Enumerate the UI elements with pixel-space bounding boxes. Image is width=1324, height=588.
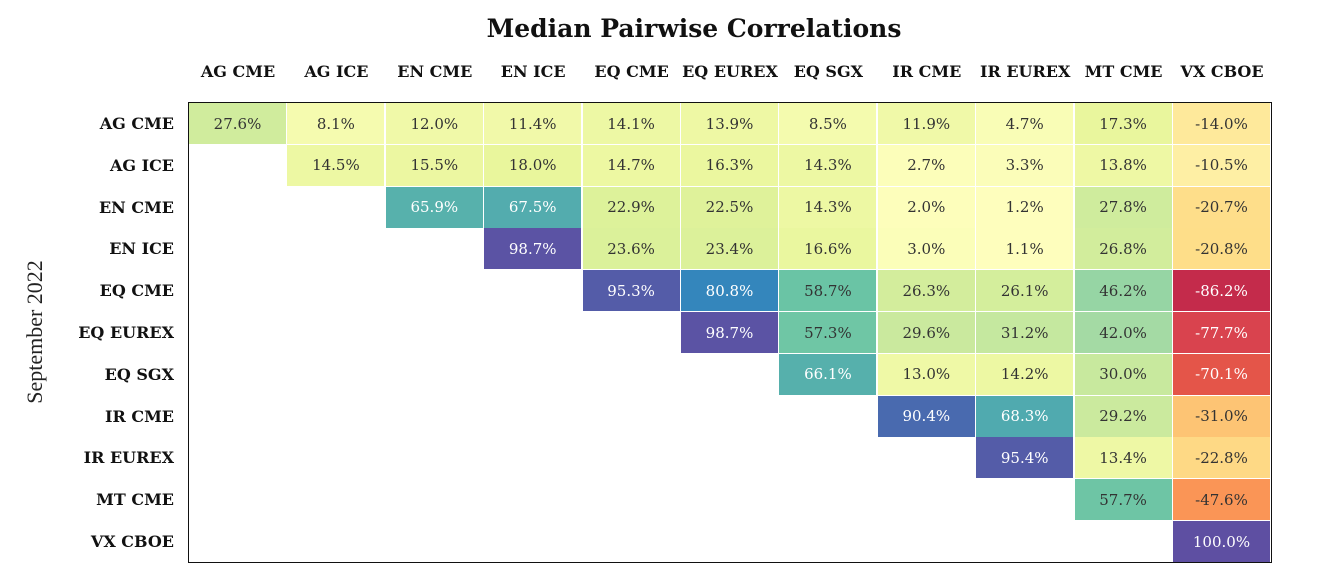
heatmap-cell-en-ice-en-ice: 98.7% bbox=[484, 228, 582, 270]
col-label-eq-eurex: EQ EUREX bbox=[682, 62, 778, 81]
heatmap-cell-eq-cme-eq-cme: 95.3% bbox=[582, 270, 680, 312]
row-label-ag-cme: AG CME bbox=[99, 114, 174, 133]
col-label-eq-sgx: EQ SGX bbox=[793, 62, 864, 81]
col-label-eq-cme: EQ CME bbox=[594, 62, 669, 81]
heatmap-cell-en-cme-en-ice: 67.5% bbox=[484, 186, 582, 228]
heatmap-cell-eq-eurex-ir-cme: 29.6% bbox=[877, 312, 975, 353]
heatmap-cell-ir-cme-ir-cme: 90.4% bbox=[877, 395, 975, 437]
heatmap-cell-en-ice-eq-sgx: 16.6% bbox=[779, 228, 877, 270]
row-label-eq-eurex: EQ EUREX bbox=[78, 323, 174, 342]
heatmap-cell-ir-cme-ir-eurex: 68.3% bbox=[976, 395, 1074, 437]
heatmap-cell-ag-ice-eq-cme: 14.7% bbox=[582, 144, 680, 186]
row-label-en-cme: EN CME bbox=[98, 197, 174, 217]
row-label-ir-eurex: IR EUREX bbox=[83, 448, 174, 468]
heatmap-cell-eq-sgx-ir-eurex: 14.2% bbox=[976, 353, 1074, 395]
heatmap-cell-en-cme-eq-cme: 22.9% bbox=[582, 186, 680, 228]
heatmap-cell-eq-cme-eq-sgx: 58.7% bbox=[779, 270, 877, 312]
heatmap-cell-ir-cme-mt-cme: 29.2% bbox=[1074, 395, 1172, 437]
heatmap-cell-eq-sgx-ir-cme: 13.0% bbox=[877, 353, 975, 395]
row-label-eq-cme: EQ CME bbox=[99, 281, 174, 301]
heatmap-cell-en-cme-vx-cboe: -20.7% bbox=[1173, 186, 1270, 228]
col-label-ir-eurex: IR EUREX bbox=[979, 62, 1071, 81]
heatmap-cell-en-ice-eq-cme: 23.6% bbox=[582, 228, 680, 270]
heatmap-cell-ag-cme-ir-cme: 11.9% bbox=[877, 103, 975, 144]
heatmap-cell-ag-ice-eq-eurex: 16.3% bbox=[681, 144, 778, 186]
heatmap-cell-ag-ice-en-cme: 15.5% bbox=[385, 144, 483, 186]
heatmap-cell-en-ice-mt-cme: 26.8% bbox=[1074, 228, 1172, 270]
heatmap-cell-ag-cme-eq-cme: 14.1% bbox=[582, 103, 680, 144]
heatmap-cell-mt-cme-mt-cme: 57.7% bbox=[1074, 479, 1172, 521]
heatmap-cell-eq-eurex-eq-eurex: 98.7% bbox=[681, 312, 778, 353]
col-label-en-ice: EN ICE bbox=[500, 62, 566, 81]
heatmap-cell-ag-ice-eq-sgx: 14.3% bbox=[779, 144, 877, 186]
heatmap-cell-ag-cme-vx-cboe: -14.0% bbox=[1173, 103, 1270, 144]
col-label-en-cme: EN CME bbox=[397, 62, 473, 81]
row-label-ag-ice: AG ICE bbox=[109, 155, 174, 175]
chart-title: Median Pairwise Correlations bbox=[486, 14, 902, 43]
heatmap-cell-en-cme-ir-eurex: 1.2% bbox=[976, 186, 1074, 228]
row-label-eq-sgx: EQ SGX bbox=[104, 364, 174, 384]
heatmap-cell-ir-eurex-vx-cboe: -22.8% bbox=[1173, 437, 1270, 479]
heatmap-cell-ag-ice-ir-eurex: 3.3% bbox=[976, 144, 1074, 186]
heatmap-cell-eq-cme-vx-cboe: -86.2% bbox=[1173, 270, 1270, 312]
heatmap-cell-eq-cme-mt-cme: 46.2% bbox=[1074, 270, 1172, 312]
heatmap-cell-ag-ice-en-ice: 18.0% bbox=[484, 144, 582, 186]
row-label-en-ice: EN ICE bbox=[109, 239, 174, 259]
heatmap-cell-eq-eurex-ir-eurex: 31.2% bbox=[976, 312, 1074, 353]
col-label-ir-cme: IR CME bbox=[892, 62, 962, 81]
col-label-ag-ice: AG ICE bbox=[304, 62, 369, 81]
heatmap-cell-ir-eurex-mt-cme: 13.4% bbox=[1074, 437, 1172, 479]
heatmap-cell-en-ice-ir-eurex: 1.1% bbox=[976, 228, 1074, 270]
heatmap-cell-en-cme-eq-eurex: 22.5% bbox=[681, 186, 778, 228]
heatmap-cell-eq-cme-eq-eurex: 80.8% bbox=[681, 270, 778, 312]
heatmap-cell-ag-cme-ag-ice: 8.1% bbox=[287, 103, 385, 144]
heatmap-cell-ag-cme-ir-eurex: 4.7% bbox=[976, 103, 1074, 144]
col-label-mt-cme: MT CME bbox=[1084, 62, 1163, 81]
heatmap-cell-ag-ice-ir-cme: 2.7% bbox=[877, 144, 975, 186]
col-label-vx-cboe: VX CBOE bbox=[1180, 62, 1264, 81]
heatmap-cell-ag-ice-ag-ice: 14.5% bbox=[287, 144, 385, 186]
heatmap-cell-eq-cme-ir-cme: 26.3% bbox=[877, 270, 975, 312]
heatmap-cell-eq-eurex-eq-sgx: 57.3% bbox=[779, 312, 877, 353]
heatmap-cell-eq-sgx-eq-sgx: 66.1% bbox=[779, 353, 877, 395]
heatmap-cell-en-ice-vx-cboe: -20.8% bbox=[1173, 228, 1270, 270]
heatmap-cell-en-cme-en-cme: 65.9% bbox=[385, 186, 483, 228]
heatmap-cell-en-cme-mt-cme: 27.8% bbox=[1074, 186, 1172, 228]
heatmap-cell-en-cme-ir-cme: 2.0% bbox=[877, 186, 975, 228]
heatmap-cell-ag-cme-ag-cme: 27.6% bbox=[189, 103, 286, 144]
heatmap-cell-en-cme-eq-sgx: 14.3% bbox=[779, 186, 877, 228]
heatmap-cell-eq-sgx-vx-cboe: -70.1% bbox=[1173, 353, 1270, 395]
heatmap-cell-ag-cme-eq-sgx: 8.5% bbox=[779, 103, 877, 144]
heatmap-cell-ag-cme-en-ice: 11.4% bbox=[484, 103, 582, 144]
heatmap-cell-en-ice-ir-cme: 3.0% bbox=[877, 228, 975, 270]
row-label-ir-cme: IR CME bbox=[105, 406, 174, 426]
heatmap-cell-eq-eurex-mt-cme: 42.0% bbox=[1074, 312, 1172, 353]
heatmap-cell-eq-cme-ir-eurex: 26.1% bbox=[976, 270, 1074, 312]
heatmap-cell-mt-cme-vx-cboe: -47.6% bbox=[1173, 479, 1270, 521]
heatmap-cell-ag-ice-vx-cboe: -10.5% bbox=[1173, 144, 1270, 186]
row-label-vx-cboe: VX CBOE bbox=[90, 532, 174, 551]
heatmap-cell-ir-cme-vx-cboe: -31.0% bbox=[1173, 395, 1270, 437]
heatmap-cell-ir-eurex-ir-eurex: 95.4% bbox=[976, 437, 1074, 479]
heatmap-cell-ag-cme-mt-cme: 17.3% bbox=[1074, 103, 1172, 144]
heatmap-cell-ag-cme-eq-eurex: 13.9% bbox=[681, 103, 778, 144]
heatmap-cell-eq-sgx-mt-cme: 30.0% bbox=[1074, 353, 1172, 395]
heatmap-cell-ag-cme-en-cme: 12.0% bbox=[385, 103, 483, 144]
heatmap-cell-ag-ice-mt-cme: 13.8% bbox=[1074, 144, 1172, 186]
heatmap-cell-eq-eurex-vx-cboe: -77.7% bbox=[1173, 312, 1270, 353]
heatmap-cell-vx-cboe-vx-cboe: 100.0% bbox=[1173, 521, 1270, 562]
col-label-ag-cme: AG CME bbox=[200, 62, 276, 81]
row-label-mt-cme: MT CME bbox=[96, 490, 174, 510]
heatmap-cell-en-ice-eq-eurex: 23.4% bbox=[681, 228, 778, 270]
